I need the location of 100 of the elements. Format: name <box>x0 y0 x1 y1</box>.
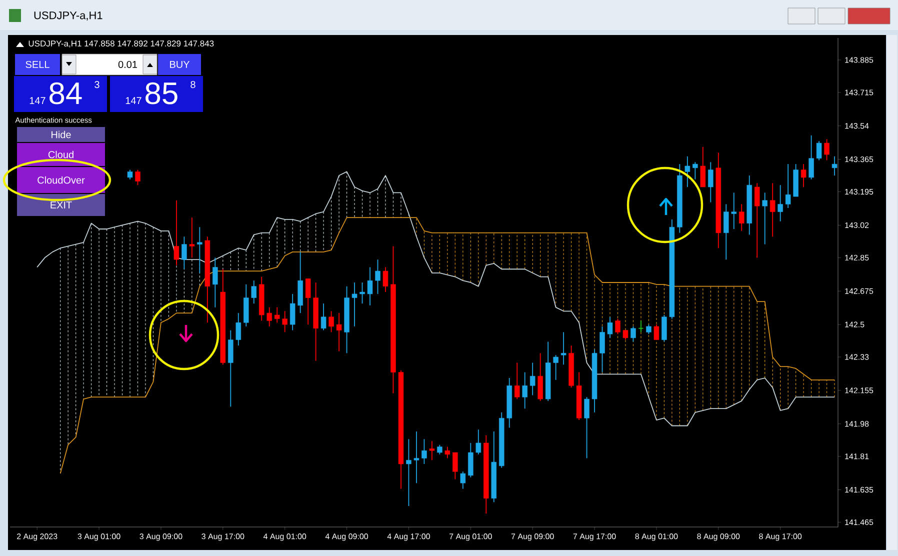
candlestick <box>460 471 466 490</box>
candlestick <box>305 278 311 325</box>
candlestick <box>406 438 412 506</box>
y-tick-label: 143.365 <box>845 156 874 162</box>
x-tick-label: 4 Aug 17:00 <box>387 534 430 541</box>
annotation: 84 <box>50 82 82 104</box>
x-tick-label: 8 Aug 09:00 <box>697 534 740 541</box>
candlestick <box>468 442 474 478</box>
candlestick <box>437 444 442 455</box>
candlestick <box>476 429 482 455</box>
candlestick <box>708 162 714 203</box>
candlestick <box>352 282 358 327</box>
candlestick <box>816 140 822 161</box>
annotation: EXIT <box>50 202 72 208</box>
candlestick <box>724 204 729 260</box>
annotation: 8 <box>190 81 196 88</box>
candlestick <box>429 440 435 461</box>
y-tick-label: 142.33 <box>845 354 869 360</box>
candlestick <box>282 310 288 333</box>
y-tick-label: 142.675 <box>845 288 874 294</box>
y-tick-label: 143.885 <box>845 57 874 63</box>
candlestick <box>800 164 806 188</box>
candlestick <box>692 162 698 180</box>
candlestick <box>135 169 140 186</box>
annotation: 85 <box>146 82 178 104</box>
candlestick <box>832 156 838 176</box>
x-tick-label: 4 Aug 01:00 <box>263 534 306 541</box>
y-tick-label: 141.98 <box>845 421 869 427</box>
candlestick <box>607 316 613 338</box>
x-tick-label: 7 Aug 17:00 <box>573 534 616 541</box>
annotation: SELL <box>26 60 50 68</box>
annotation: 147 <box>30 97 46 104</box>
candlestick <box>622 330 628 340</box>
candlestick <box>770 182 776 238</box>
y-tick-label: 142.155 <box>845 388 874 394</box>
x-tick-label: 3 Aug 17:00 <box>202 534 244 541</box>
candlestick <box>538 352 543 402</box>
candlestick <box>367 266 373 306</box>
candlestick <box>189 217 195 258</box>
candlestick <box>754 182 760 258</box>
y-tick-label: 142.85 <box>845 254 869 260</box>
candlestick <box>236 312 242 346</box>
candlestick <box>228 330 234 408</box>
candlestick <box>336 312 342 352</box>
candlestick <box>778 184 783 222</box>
candlestick <box>251 280 256 304</box>
candlestick <box>375 259 380 294</box>
candlestick <box>738 204 744 232</box>
candlestick <box>522 372 528 410</box>
y-tick-label: 143.54 <box>845 123 869 129</box>
y-tick-label: 143.715 <box>845 90 874 96</box>
y-tick-label: 143.195 <box>845 188 874 195</box>
y-tick-label: 141.635 <box>845 486 874 493</box>
annotation: 3 <box>94 81 100 88</box>
candlestick <box>530 362 536 396</box>
candlestick <box>414 431 420 484</box>
annotation: CloudOver <box>38 176 85 184</box>
candlestick <box>127 169 133 180</box>
candlestick <box>646 324 652 335</box>
chart-subtitle: USDJPY-a,H1 147.858 147.892 147.829 147.843 <box>28 40 214 48</box>
candlestick <box>824 138 830 161</box>
candlestick <box>328 310 334 333</box>
annotation: Hide <box>52 130 71 138</box>
candlestick <box>444 446 450 459</box>
x-tick-label: 7 Aug 01:00 <box>449 534 492 541</box>
candlestick <box>700 146 706 188</box>
candlestick <box>662 314 667 342</box>
y-tick-label: 143.02 <box>845 222 869 228</box>
candlestick <box>762 192 768 245</box>
x-tick-label: 8 Aug 01:00 <box>635 534 678 541</box>
candlestick <box>553 354 558 380</box>
x-tick-label: 4 Aug 09:00 <box>325 534 368 541</box>
candlestick <box>204 236 210 324</box>
annotation: 147 <box>126 97 142 104</box>
annotation: 0.01 <box>118 60 137 68</box>
x-tick-label: 3 Aug 01:00 <box>78 534 120 541</box>
candlestick <box>422 438 427 464</box>
candlestick <box>654 324 660 340</box>
candlestick <box>615 318 620 335</box>
chart-title: USDJPY-a,H1 <box>34 11 102 21</box>
candlestick <box>808 134 814 180</box>
candlestick <box>382 266 388 292</box>
candlestick <box>514 362 520 400</box>
candlestick <box>274 306 280 324</box>
candlestick <box>320 303 326 331</box>
candlestick <box>360 282 365 304</box>
candlestick <box>584 396 590 459</box>
candlestick <box>684 156 690 188</box>
x-tick-label: 2 Aug 2023 <box>17 534 58 541</box>
y-tick-label: 142.5 <box>845 322 864 328</box>
y-tick-label: 141.465 <box>845 519 874 526</box>
annotation: BUY <box>170 61 190 68</box>
candlestick <box>785 164 791 208</box>
annotation: Cloud <box>48 150 74 158</box>
candlestick <box>630 326 636 342</box>
x-tick-label: 8 Aug 17:00 <box>759 534 802 541</box>
candlestick <box>266 306 272 327</box>
candlestick <box>731 192 737 230</box>
x-tick-label: 7 Aug 09:00 <box>511 534 554 541</box>
x-tick-label: 3 Aug 09:00 <box>140 534 182 541</box>
